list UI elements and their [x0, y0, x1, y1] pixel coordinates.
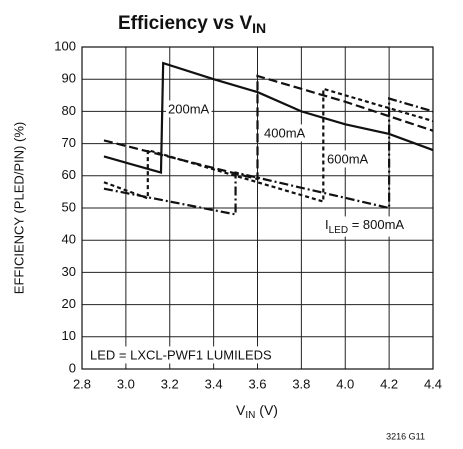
annotation: 200mA: [168, 101, 210, 116]
plot-frame: [81, 46, 434, 370]
x-tick-label: 3.0: [117, 376, 135, 391]
x-tick-label: 3.6: [248, 376, 266, 391]
led-suffix: = 800mA: [348, 217, 404, 232]
x-axis-label: VIN (V): [236, 402, 278, 421]
x-label-subscript: IN: [245, 410, 255, 421]
footnote: 3216 G11: [386, 431, 425, 441]
x-tick-label: 2.8: [73, 376, 91, 391]
y-axis-label: EFFICIENCY (PLED/PIN) (%): [11, 122, 26, 294]
y-tick-label: 0: [69, 360, 76, 375]
x-tick-label: 4.4: [424, 376, 442, 391]
annotation-bg: [166, 100, 212, 118]
x-tick-label: 3.2: [161, 376, 179, 391]
led-label-bg: [323, 216, 407, 237]
x-label-unit: (V): [255, 402, 278, 418]
annotation-bg: [262, 124, 308, 142]
y-tick-label: 90: [62, 71, 76, 86]
series-line: [103, 61, 434, 175]
y-tick-label: 20: [62, 296, 76, 311]
series-line: [103, 97, 434, 216]
y-tick-label: 70: [62, 135, 76, 150]
chart-title: Efficiency vs VIN: [118, 13, 266, 36]
x-tick-label: 3.4: [205, 376, 223, 391]
title-main: Efficiency vs V: [118, 13, 252, 34]
annotation: LED = LXCL-PWF1 LUMILEDS: [90, 347, 272, 362]
x-tick-label: 4.0: [336, 376, 354, 391]
x-tick-label: 3.8: [292, 376, 310, 391]
y-tick-label: 60: [62, 167, 76, 182]
y-tick-label: 100: [54, 38, 76, 53]
annotation-bg: [88, 346, 275, 364]
led-prefix: I: [325, 217, 329, 232]
annotation: 600mA: [327, 151, 369, 166]
series-line: [103, 87, 434, 204]
y-tick-label: 30: [62, 264, 76, 279]
title-subscript: IN: [252, 20, 266, 36]
annotation: 400mA: [264, 125, 306, 140]
y-tick-label: 80: [62, 103, 76, 118]
x-label-main: V: [236, 402, 246, 418]
y-tick-label: 10: [62, 328, 76, 343]
y-tick-label: 50: [62, 199, 76, 214]
x-tick-label: 4.2: [380, 376, 398, 391]
led-label: ILED = 800mA: [325, 217, 404, 235]
annotation-bg: [325, 150, 371, 168]
y-tick-label: 40: [62, 232, 76, 247]
led-subscript: LED: [329, 225, 348, 236]
